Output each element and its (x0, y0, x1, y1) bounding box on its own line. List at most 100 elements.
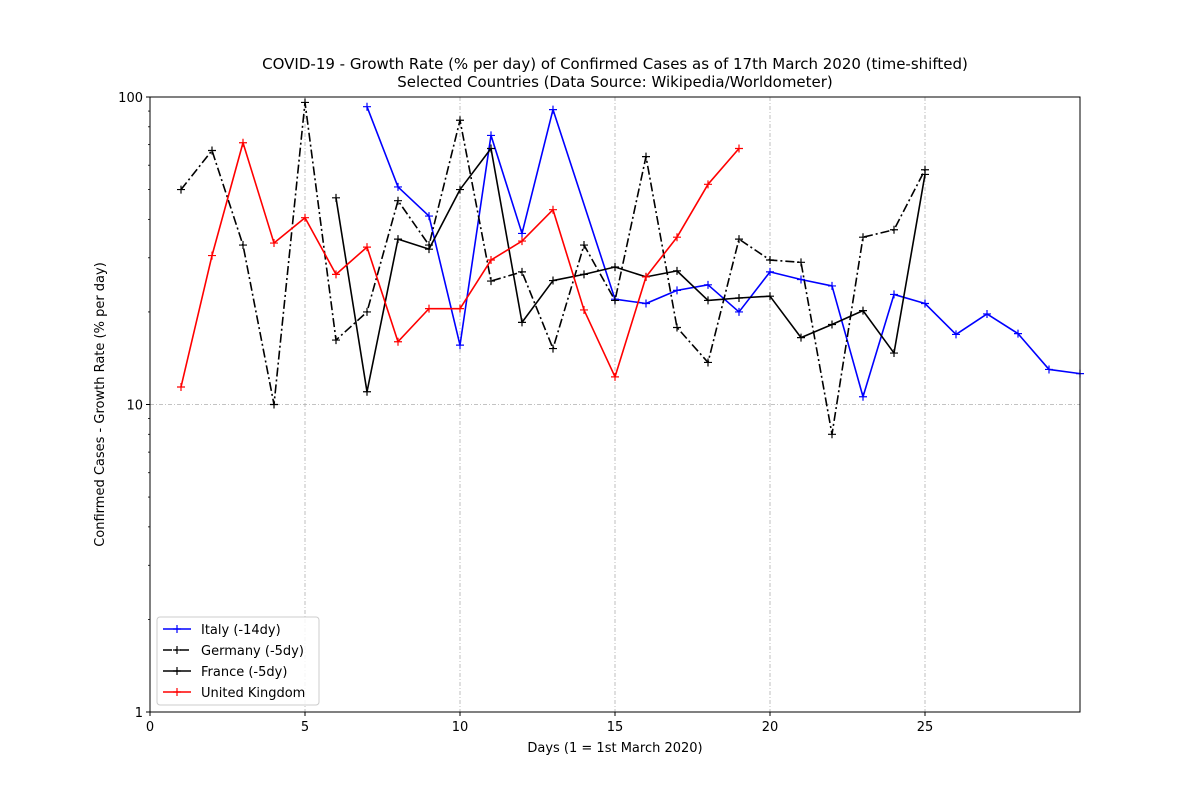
data-point-marker (394, 235, 402, 244)
data-point-marker (921, 299, 929, 308)
y-tick-label: 100 (118, 91, 143, 106)
data-point-marker (859, 233, 867, 242)
data-point-marker (487, 144, 495, 153)
data-point-marker (518, 267, 526, 276)
legend-marker-sample (173, 688, 181, 696)
legend-marker-sample (173, 667, 181, 675)
data-point-marker (208, 251, 216, 260)
tick-layer: 0 5 10 15 20 25 1 10 100 (118, 91, 933, 735)
x-tick-label: 0 (146, 720, 154, 735)
data-point-marker (735, 293, 743, 302)
data-point-marker (456, 116, 464, 125)
data-point-marker (642, 152, 650, 161)
data-point-marker (952, 330, 960, 339)
x-tick-label: 25 (917, 720, 934, 735)
x-tick-label: 10 (452, 720, 469, 735)
data-point-marker (239, 138, 247, 147)
data-point-marker (735, 144, 743, 153)
data-point-marker (549, 105, 557, 114)
data-point-marker (518, 229, 526, 238)
data-point-marker (766, 256, 774, 265)
data-point-marker (425, 245, 433, 254)
data-point-marker (890, 290, 898, 299)
data-point-marker (735, 307, 743, 316)
data-point-marker (797, 275, 805, 284)
data-point-marker (394, 182, 402, 191)
legend-marker-sample (173, 625, 181, 633)
data-point-marker (580, 241, 588, 250)
data-point-marker (580, 270, 588, 279)
data-point-marker (549, 276, 557, 285)
chart-subtitle: Selected Countries (Data Source: Wikiped… (397, 73, 833, 91)
x-axis-label: Days (1 = 1st March 2020) (527, 741, 702, 756)
data-point-marker (270, 400, 278, 409)
data-point-marker (1014, 329, 1022, 338)
data-point-marker (177, 383, 185, 392)
data-point-marker (394, 196, 402, 205)
data-point-marker (673, 266, 681, 275)
data-point-marker (394, 337, 402, 346)
data-point-marker (487, 256, 495, 265)
data-point-marker (487, 131, 495, 140)
data-point-marker (301, 98, 309, 107)
data-point-marker (456, 341, 464, 350)
data-point-marker (859, 392, 867, 401)
data-point-marker (828, 320, 836, 329)
data-point-marker (766, 267, 774, 276)
data-point-marker (983, 309, 991, 318)
data-point-marker (890, 225, 898, 234)
data-point-marker (549, 344, 557, 353)
data-point-marker (270, 239, 278, 248)
data-point-marker (456, 304, 464, 313)
data-point-marker (704, 296, 712, 305)
data-point-marker (301, 213, 309, 222)
data-point-marker (704, 280, 712, 289)
data-point-marker (611, 372, 619, 381)
data-point-marker (332, 193, 340, 202)
data-point-marker (642, 272, 650, 281)
data-point-marker (704, 180, 712, 189)
x-tick-label: 15 (607, 720, 624, 735)
data-point-marker (177, 185, 185, 194)
data-point-marker (673, 233, 681, 242)
data-point-marker (518, 318, 526, 327)
legend-label: Italy (-14dy) (201, 623, 281, 638)
data-point-marker (363, 387, 371, 396)
y-axis-label: Confirmed Cases - Growth Rate (% per day… (93, 262, 108, 547)
data-point-marker (766, 292, 774, 301)
legend-label: France (-5dy) (201, 665, 287, 680)
data-point-marker (580, 305, 588, 314)
y-tick-label: 1 (135, 706, 143, 721)
data-point-marker (797, 258, 805, 267)
data-point-marker (642, 299, 650, 308)
data-point-marker (673, 286, 681, 295)
data-point-marker (611, 296, 619, 305)
data-point-marker (611, 262, 619, 271)
data-point-marker (363, 102, 371, 111)
data-point-marker (518, 237, 526, 246)
data-point-marker (890, 349, 898, 358)
data-point-marker (704, 358, 712, 367)
legend-frame (156, 616, 320, 706)
legend-marker-sample (173, 646, 181, 654)
data-point-marker (363, 307, 371, 316)
legend-label: Germany (-5dy) (201, 644, 304, 659)
series-layer (177, 98, 1084, 439)
x-tick-label: 20 (762, 720, 779, 735)
data-point-marker (239, 241, 247, 250)
data-point-marker (735, 235, 743, 244)
data-point-marker (332, 270, 340, 279)
data-point-marker (332, 336, 340, 345)
data-point-marker (828, 430, 836, 439)
data-point-marker (859, 306, 867, 315)
data-point-marker (425, 304, 433, 313)
y-tick-label: 10 (126, 399, 143, 414)
x-tick-label: 5 (301, 720, 309, 735)
data-point-marker (208, 146, 216, 155)
data-point-marker (363, 243, 371, 252)
series-line (335, 147, 926, 393)
data-point-marker (549, 205, 557, 214)
data-point-marker (487, 277, 495, 286)
